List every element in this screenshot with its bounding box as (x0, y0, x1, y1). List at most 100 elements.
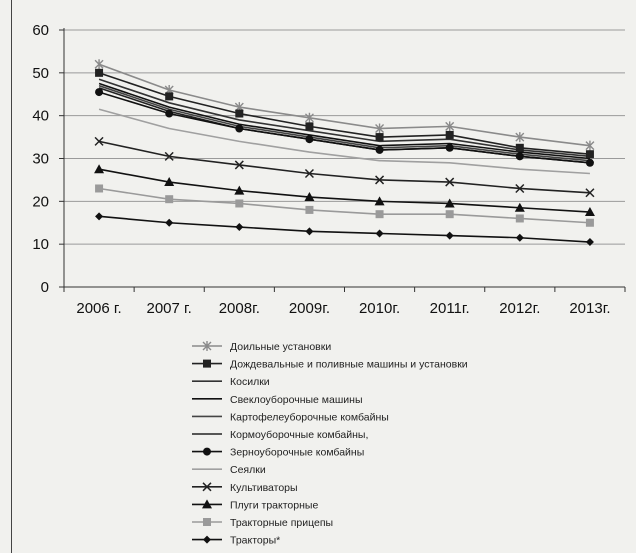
x-tick-label: 2012г. (499, 300, 540, 317)
axes (59, 28, 626, 292)
data-point (235, 124, 244, 133)
data-point (445, 121, 455, 132)
x-tick-label: 2006 г. (76, 300, 121, 317)
legend-label: Зерноуборочные комбайны (230, 447, 364, 459)
data-point (375, 210, 384, 219)
left-border-line (11, 0, 12, 553)
legend-marker (202, 499, 212, 509)
legend-label: Тракторы* (230, 535, 280, 547)
legend-label: Кормоуборочные комбайны, (230, 429, 368, 441)
data-point (515, 152, 524, 161)
series-line (98, 108, 590, 175)
data-point (515, 214, 524, 223)
data-point (585, 238, 594, 247)
series-line (98, 168, 590, 213)
y-tick-label: 60 (32, 22, 49, 39)
data-point (585, 150, 594, 159)
data-point (375, 175, 385, 185)
series-line (98, 72, 591, 156)
data-point (305, 135, 314, 144)
data-point (514, 202, 525, 212)
data-point (584, 207, 595, 217)
legend-marker (202, 482, 212, 492)
data-point (165, 218, 174, 227)
data-point (234, 185, 245, 195)
series-line (98, 84, 591, 162)
data-point (585, 140, 595, 151)
legend: Доильные установки Дождевальные и поливны… (192, 341, 468, 547)
legend-label: Плуги тракторные (230, 499, 318, 511)
data-point (585, 218, 594, 227)
data-point (515, 183, 525, 194)
data-point (445, 210, 454, 219)
data-point (445, 130, 454, 139)
x-tick-label: 2010г. (359, 300, 400, 317)
data-point (165, 109, 174, 118)
y-tick-label: 50 (32, 65, 49, 82)
legend-label: Косилки (230, 376, 270, 388)
data-point (515, 143, 524, 152)
legend-marker (203, 359, 211, 368)
series-markers (94, 59, 595, 247)
data-point (165, 195, 174, 204)
data-point (445, 177, 455, 187)
data-point (94, 164, 105, 174)
data-point (444, 198, 455, 208)
legend-label: Дождевальные и поливные машины и установ… (230, 359, 468, 371)
data-point (305, 205, 314, 214)
series-line (98, 63, 591, 147)
x-tick-label: 2008г. (219, 300, 260, 317)
legend-label: Сеялки (230, 464, 266, 476)
y-tick-label: 10 (32, 236, 49, 253)
data-point (445, 231, 454, 240)
legend-label: Культиваторы (230, 482, 298, 494)
data-point (94, 136, 104, 146)
data-point (234, 160, 244, 170)
data-point (235, 199, 244, 208)
y-axis-ticks: 0 10 20 30 40 50 60 (32, 22, 49, 296)
data-point (304, 112, 314, 123)
data-point (375, 229, 384, 238)
data-point (95, 88, 104, 97)
data-point (585, 158, 594, 167)
series-lines (98, 63, 591, 243)
x-tick-label: 2007 г. (147, 300, 192, 317)
data-point (515, 233, 524, 242)
data-point (375, 133, 384, 142)
data-point (164, 177, 175, 187)
legend-label: Свеклоуборочные машины (230, 394, 363, 406)
legend-marker (203, 535, 211, 544)
legend-label: Тракторные прицепы (230, 517, 333, 529)
series-line (98, 215, 590, 243)
series-line (98, 91, 591, 164)
y-tick-label: 30 (32, 151, 49, 168)
legend-label: Доильные установки (230, 341, 331, 353)
series-line (98, 187, 590, 224)
data-point (164, 151, 174, 161)
legend-marker (203, 447, 211, 456)
legend-marker (202, 341, 212, 351)
data-point (95, 212, 104, 221)
series-line (98, 78, 591, 158)
data-point (235, 109, 244, 118)
data-point (165, 92, 174, 101)
data-point (94, 59, 104, 70)
data-point (235, 223, 244, 232)
data-point (445, 143, 454, 152)
y-tick-label: 0 (41, 279, 49, 296)
data-point (305, 122, 314, 131)
x-tick-label: 2009г. (289, 300, 330, 317)
gridlines (64, 29, 625, 245)
data-point (375, 145, 384, 154)
x-axis-ticks: 2006 г. 2007 г. 2008г. 2009г. 2010г. 2011г. 20… (76, 300, 610, 317)
legend-label: Картофелеуборочные комбайны (230, 411, 389, 423)
series-line (98, 82, 591, 160)
data-point (374, 196, 385, 206)
legend-marker (203, 518, 211, 526)
data-point (304, 168, 314, 179)
data-point (305, 227, 314, 236)
data-point (95, 68, 104, 77)
data-point (304, 192, 315, 202)
y-tick-label: 20 (32, 193, 49, 210)
